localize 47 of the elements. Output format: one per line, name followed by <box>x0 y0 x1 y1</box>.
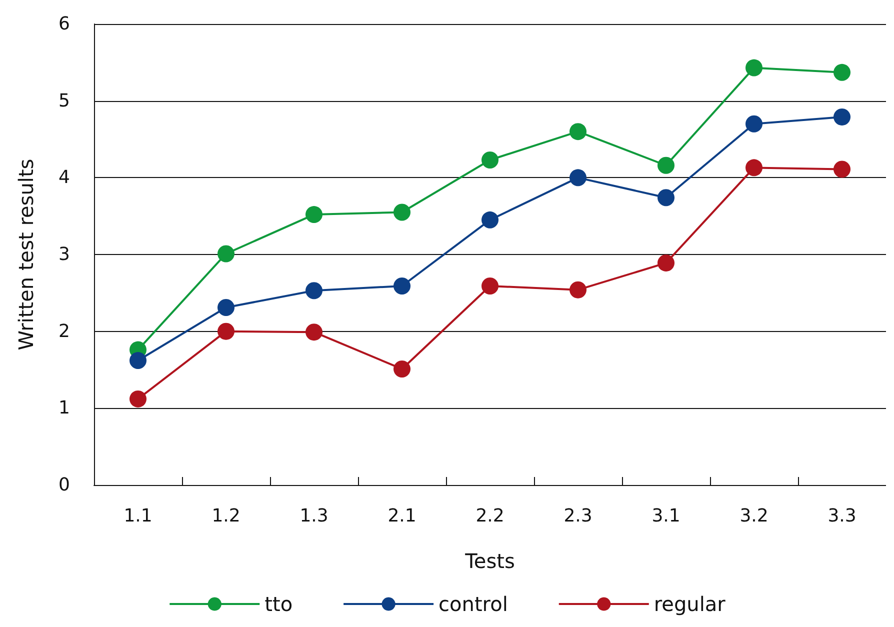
x-tick-label: 3.2 <box>740 506 768 526</box>
y-tick-label: 6 <box>58 14 70 34</box>
point <box>746 159 762 176</box>
point <box>658 189 674 206</box>
y-tick-label: 3 <box>58 244 70 265</box>
y-tick-label: 2 <box>58 320 70 342</box>
y-tick-label: 5 <box>58 90 70 112</box>
point <box>482 152 498 168</box>
x-tick-label: 1.1 <box>124 506 152 526</box>
x-tick-label: 2.3 <box>564 506 592 526</box>
point <box>834 160 850 178</box>
legend-label: tto <box>264 592 293 616</box>
legend-label: control <box>438 592 508 616</box>
point <box>394 204 410 221</box>
point <box>306 324 322 341</box>
point <box>482 211 498 228</box>
point <box>746 115 762 132</box>
point <box>218 322 234 340</box>
point <box>306 206 322 224</box>
x-axis-title: Tests <box>464 549 515 573</box>
x-tick-label: 1.2 <box>212 506 240 526</box>
x-tick-label: 1.3 <box>300 506 328 526</box>
point <box>658 254 674 272</box>
point <box>482 278 498 294</box>
y-tick-label: 0 <box>58 474 70 496</box>
point <box>570 281 586 298</box>
y-tick-label: 1 <box>58 398 70 419</box>
point <box>394 278 410 294</box>
point <box>306 282 322 300</box>
point <box>130 352 146 370</box>
point <box>394 360 410 378</box>
x-tick-label: 2.2 <box>476 506 504 526</box>
x-tick-label: 2.1 <box>388 506 416 526</box>
y-tick-label: 4 <box>58 167 70 188</box>
point <box>570 123 586 140</box>
point <box>218 299 234 316</box>
point <box>130 390 146 408</box>
point <box>834 108 850 126</box>
point <box>834 64 850 81</box>
point <box>658 156 674 174</box>
x-tick-label: 3.3 <box>828 506 856 526</box>
y-axis-title: Written test results <box>14 158 38 350</box>
legend-label: regular <box>654 592 726 616</box>
point <box>218 245 234 262</box>
point <box>746 59 762 76</box>
x-tick-label: 3.1 <box>652 506 680 526</box>
point <box>570 169 586 186</box>
